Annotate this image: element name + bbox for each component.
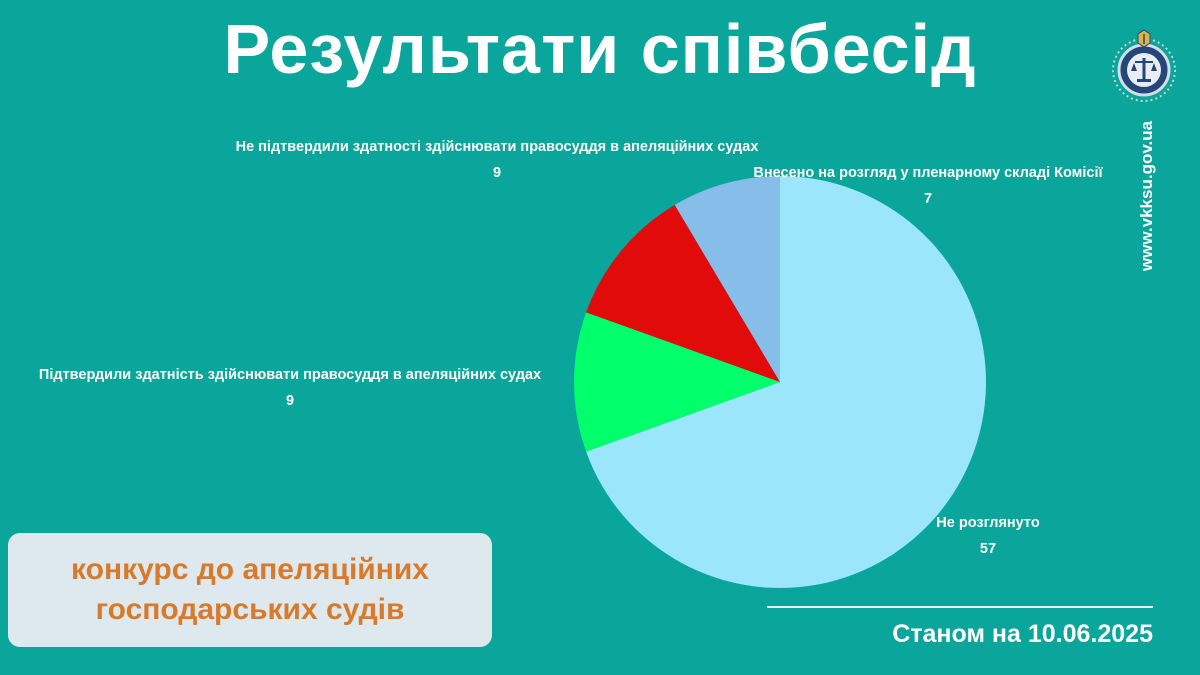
slice-label: Не підтвердили здатності здійснювати пра… <box>236 139 759 155</box>
divider-line <box>767 606 1153 608</box>
slice-label: Внесено на розгляд у пленарному складі К… <box>753 165 1103 181</box>
contest-box: конкурс до апеляційних господарських суд… <box>8 533 492 647</box>
pie-slice <box>574 312 780 452</box>
status-date: Станом на 10.06.2025 <box>892 620 1153 648</box>
slice-label: Не розглянуто <box>936 515 1040 531</box>
slice-value: 9 <box>493 165 501 181</box>
slice-label: Підтвердили здатність здійснювати правос… <box>39 367 541 383</box>
slice-value: 7 <box>924 191 932 207</box>
slice-value: 57 <box>980 541 996 557</box>
slice-value: 9 <box>286 393 294 409</box>
page-title: Результати співбесід <box>223 10 977 88</box>
vkksu-emblem-icon <box>1112 29 1176 102</box>
contest-line-2: господарських судів <box>95 593 405 626</box>
contest-line-1: конкурс до апеляційних <box>71 553 429 586</box>
pie-slice <box>586 176 987 588</box>
pie-slice <box>586 204 780 382</box>
pie-slice <box>674 176 780 382</box>
